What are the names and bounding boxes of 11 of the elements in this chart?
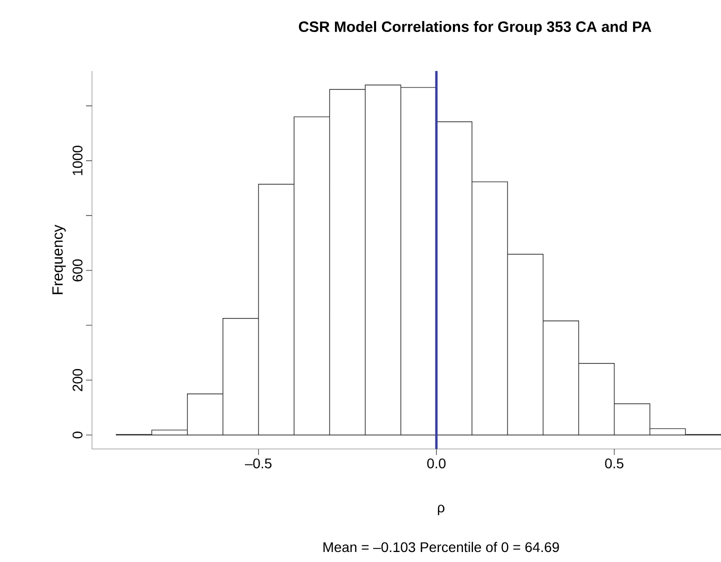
x-axis-title: ρ	[438, 504, 444, 516]
y-tick-label: 600	[72, 259, 82, 282]
text: Mean = –0.103 Percentile of 0 = 64.69	[324, 542, 559, 552]
y-axis-title: Frequency	[52, 224, 66, 294]
y-tick-label: 0	[72, 432, 82, 438]
chart-title: CSR Model Correlations for Group 353 CA and PA	[298, 21, 652, 35]
y-tick-label: 1000	[72, 146, 82, 176]
y-tick-label: 200	[72, 369, 82, 392]
x-tick-label: –0.5	[244, 458, 272, 468]
x-tick-label: 0.0	[427, 458, 446, 468]
x-tick-label: 0.5	[605, 458, 624, 468]
